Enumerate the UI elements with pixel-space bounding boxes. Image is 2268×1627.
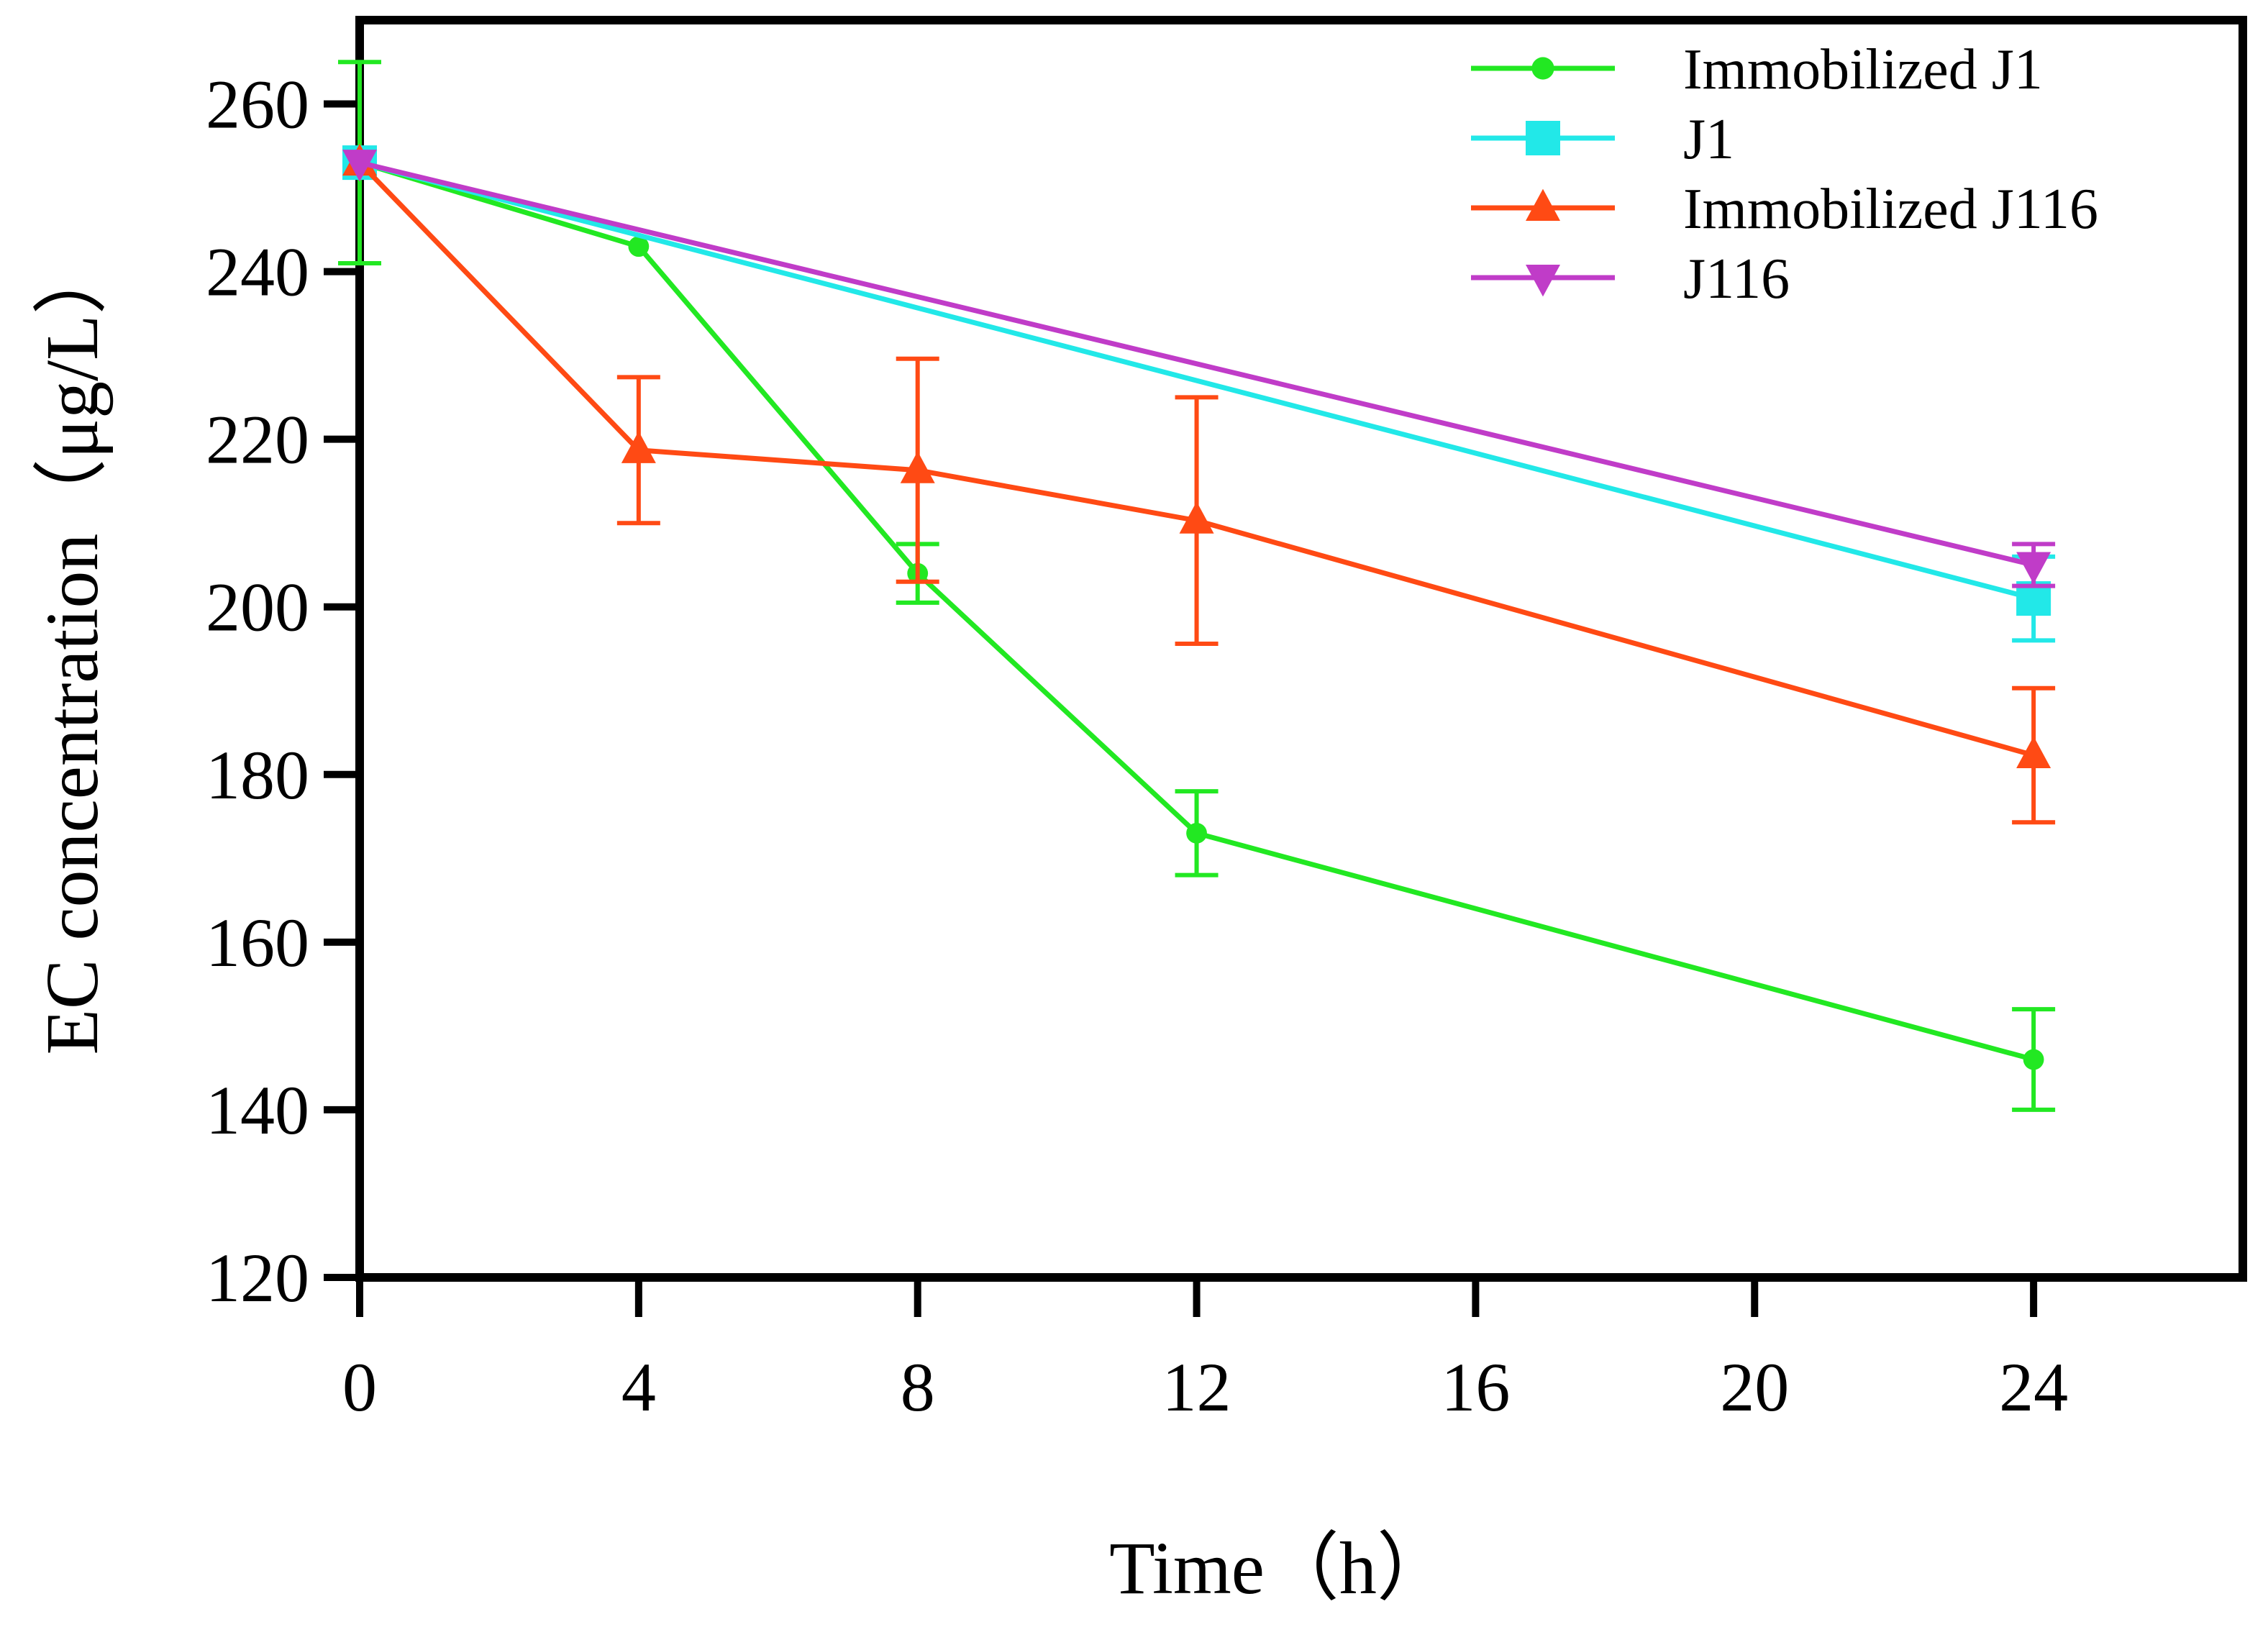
legend-label: J116 <box>1683 247 1790 311</box>
series-layer <box>338 60 2056 1112</box>
x-tick-label: 12 <box>1162 1349 1231 1426</box>
y-tick-label: 200 <box>206 569 309 646</box>
legend-label: Immobilized J1 <box>1683 38 2043 101</box>
legend-marker <box>1526 265 1560 297</box>
x-tick-label: 4 <box>621 1349 656 1426</box>
data-point <box>342 150 377 182</box>
data-point <box>2023 1049 2044 1070</box>
x-tick-label: 8 <box>901 1349 935 1426</box>
y-tick-label: 220 <box>206 401 309 478</box>
x-axis-title: Time（h） <box>1109 1527 1452 1610</box>
legend-label: J1 <box>1683 108 1734 171</box>
y-tick-label: 120 <box>206 1239 309 1316</box>
y-tick-label: 180 <box>206 737 309 814</box>
legend-marker <box>1526 188 1560 221</box>
y-axis-title: EC concentration（μg/L） <box>31 240 114 1054</box>
x-tick-label: 16 <box>1441 1349 1510 1426</box>
y-tick-label: 140 <box>206 1072 309 1149</box>
y-tick-label: 160 <box>206 904 309 981</box>
axis-ticks: 120 140 160 180 200 220 240 260 0 4 8 12 16 20 24 <box>206 66 2068 1426</box>
data-point <box>621 431 656 463</box>
data-point <box>1186 822 1207 844</box>
data-point <box>2016 736 2051 768</box>
series <box>342 150 2056 588</box>
chart-frame <box>355 16 2247 1282</box>
legend-label: Immobilized J116 <box>1683 178 2098 241</box>
data-point <box>2016 552 2051 584</box>
data-point <box>628 236 650 258</box>
x-tick-label: 24 <box>1999 1349 2068 1426</box>
x-tick-label: 20 <box>1720 1349 1789 1426</box>
series <box>342 143 2056 825</box>
series-line <box>359 160 2034 601</box>
y-tick-label: 240 <box>206 234 309 311</box>
data-point <box>1179 501 1214 534</box>
legend-marker <box>1531 57 1554 80</box>
legend-marker <box>1526 121 1560 155</box>
x-tick-label: 0 <box>342 1349 377 1426</box>
data-point <box>900 451 935 483</box>
series-line <box>359 160 2034 568</box>
y-tick-label: 260 <box>206 66 309 143</box>
